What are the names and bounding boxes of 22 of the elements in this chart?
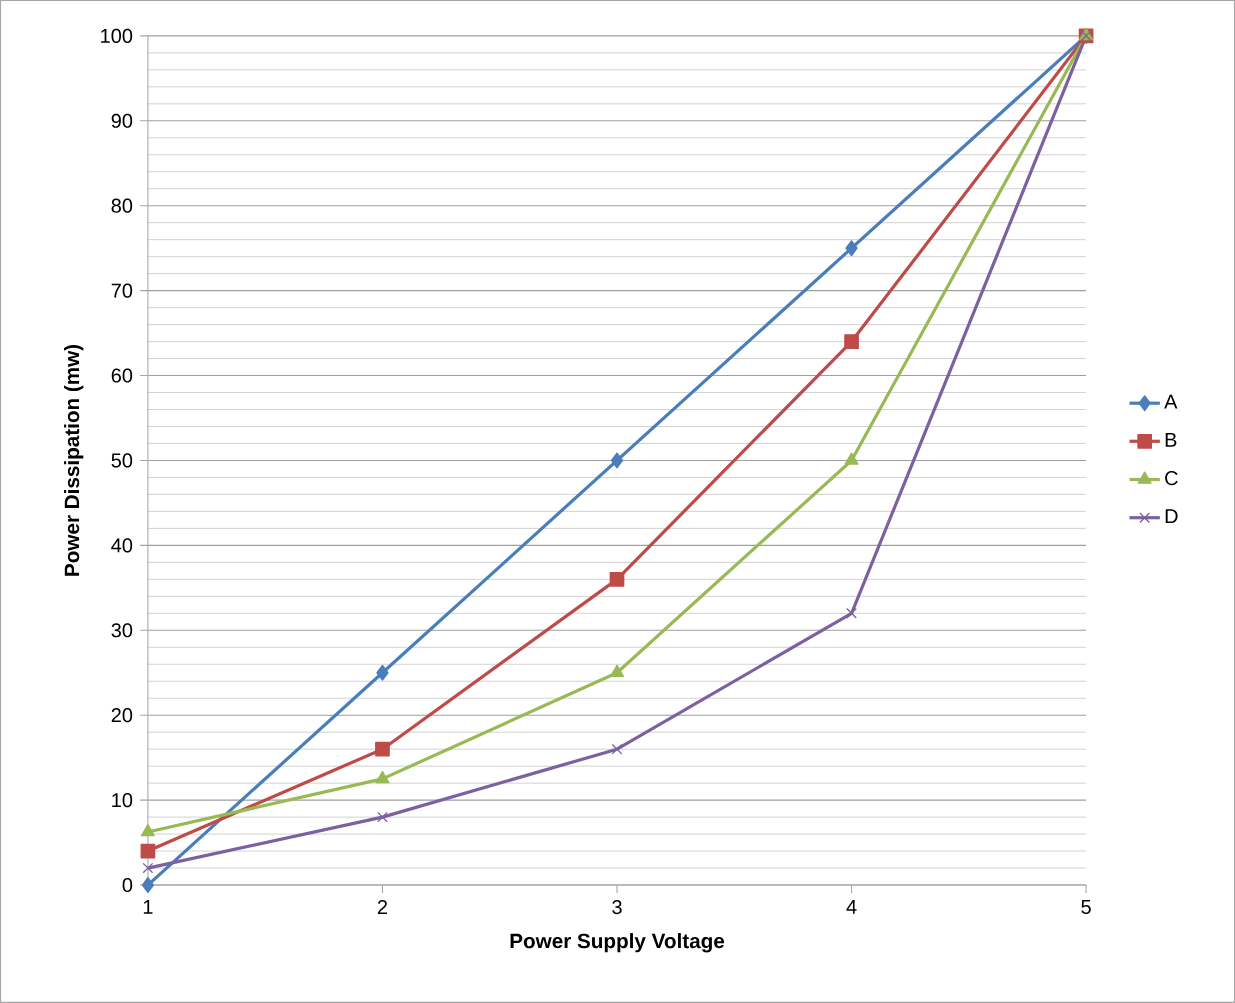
x-axis-title: Power Supply Voltage: [510, 933, 725, 953]
x-tick-label: 1: [143, 900, 153, 914]
y-tick-label: 90: [111, 113, 133, 128]
y-tick-label: 40: [111, 538, 133, 553]
y-tick-label: 30: [111, 623, 133, 638]
y-tick-label: 60: [111, 368, 133, 383]
legend-label: A: [1164, 394, 1178, 409]
legend-label: C: [1165, 471, 1178, 486]
y-tick-label: 100: [101, 28, 133, 43]
x-tick-label: 3: [612, 900, 622, 915]
x-tick-label: 2: [377, 900, 388, 914]
y-axis-title: Power Dissipation (mw): [64, 344, 84, 576]
y-tick-label: 20: [111, 708, 133, 723]
y-tick-label: 70: [111, 283, 133, 298]
x-tick-label: 5: [1081, 900, 1091, 914]
y-tick-label: 10: [112, 793, 133, 808]
y-tick-label: 0: [122, 877, 133, 893]
y-tick-label: 80: [111, 198, 133, 213]
y-tick-label: 50: [111, 453, 133, 468]
legend-label: B: [1165, 432, 1177, 447]
legend-label: D: [1165, 509, 1178, 524]
x-tick-label: 4: [846, 900, 857, 914]
